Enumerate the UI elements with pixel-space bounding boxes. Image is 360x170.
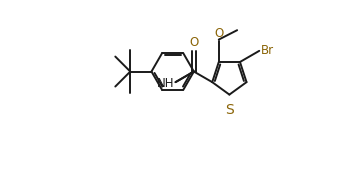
- Text: O: O: [189, 37, 198, 49]
- Text: NH: NH: [157, 77, 174, 90]
- Text: Br: Br: [260, 44, 274, 57]
- Text: O: O: [214, 27, 224, 40]
- Text: S: S: [225, 103, 234, 117]
